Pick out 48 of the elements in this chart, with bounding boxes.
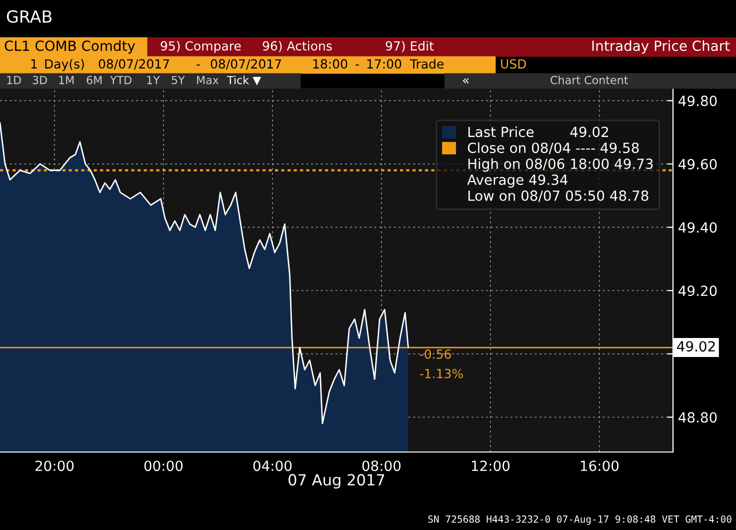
- annotation: Average 49.34: [467, 174, 568, 188]
- text: USD: [501, 59, 526, 69]
- text: 08/07/2017: [98, 59, 169, 70]
- text: 3D: [32, 76, 47, 84]
- text: Max: [197, 76, 219, 84]
- text: 95) Compare: [160, 40, 241, 54]
- text: -: [356, 64, 359, 66]
- y-tick-label: 48.80: [678, 412, 717, 423]
- y-tick-label: 49.60: [678, 158, 717, 170]
- x-tick-label: 08:00: [362, 460, 401, 472]
- annotation: Low on 08/07 05:50 48.78: [468, 190, 648, 202]
- text: -: [196, 64, 200, 66]
- text: 18:00: [313, 59, 348, 69]
- text: 6M: [86, 76, 102, 84]
- text: 97) Edit: [386, 40, 434, 52]
- text: Trade: [410, 58, 444, 69]
- text: 96) Actions: [262, 40, 332, 52]
- y-tick-label: 49.40: [678, 222, 717, 233]
- x-tick-label: 12:00: [472, 460, 510, 472]
- annotation: High on 08/06 18:00 49.73: [468, 158, 653, 172]
- text: 1Y: [147, 76, 160, 84]
- annotation: -1.13%: [420, 368, 463, 378]
- y-tick-label: 49.80: [678, 96, 717, 106]
- chart-subtitle: Intraday Price Chart: [592, 40, 730, 54]
- legend-label: Close on 08/04 ---- 49.58: [468, 142, 639, 154]
- x-tick-label: 04:00: [253, 460, 292, 472]
- x-axis-title: 07 Aug 2017: [288, 474, 384, 489]
- text: 1D: [7, 76, 21, 84]
- x-tick-label: 16:00: [580, 460, 619, 472]
- text: «: [462, 78, 468, 84]
- annotation: -0.56: [420, 349, 451, 359]
- text: YTD: [110, 76, 132, 84]
- text: 1: [31, 59, 37, 68]
- x-tick-label: 00:00: [144, 460, 183, 472]
- text: 5Y: [172, 76, 185, 84]
- text: Chart Content: [550, 76, 628, 84]
- text: Day(s): [45, 58, 84, 72]
- y-tick-label: 49.20: [678, 286, 717, 296]
- ref-line-label: 49.02: [677, 341, 715, 352]
- text: SN 725688 H443-3232-0 07-Aug-17 9:08:48 VET GMT-4:00: [428, 515, 732, 525]
- text: 17:00: [367, 59, 402, 69]
- text: GRAB: [6, 10, 52, 23]
- text: 1M: [59, 76, 74, 84]
- text: 08/07/2017: [210, 59, 281, 70]
- x-tick-label: 20:00: [36, 460, 74, 472]
- text: Tick ▼: [226, 76, 262, 86]
- chart-title: CL1 COMB Comdty: [4, 40, 136, 54]
- text: Last Price 49.02: [468, 126, 608, 138]
